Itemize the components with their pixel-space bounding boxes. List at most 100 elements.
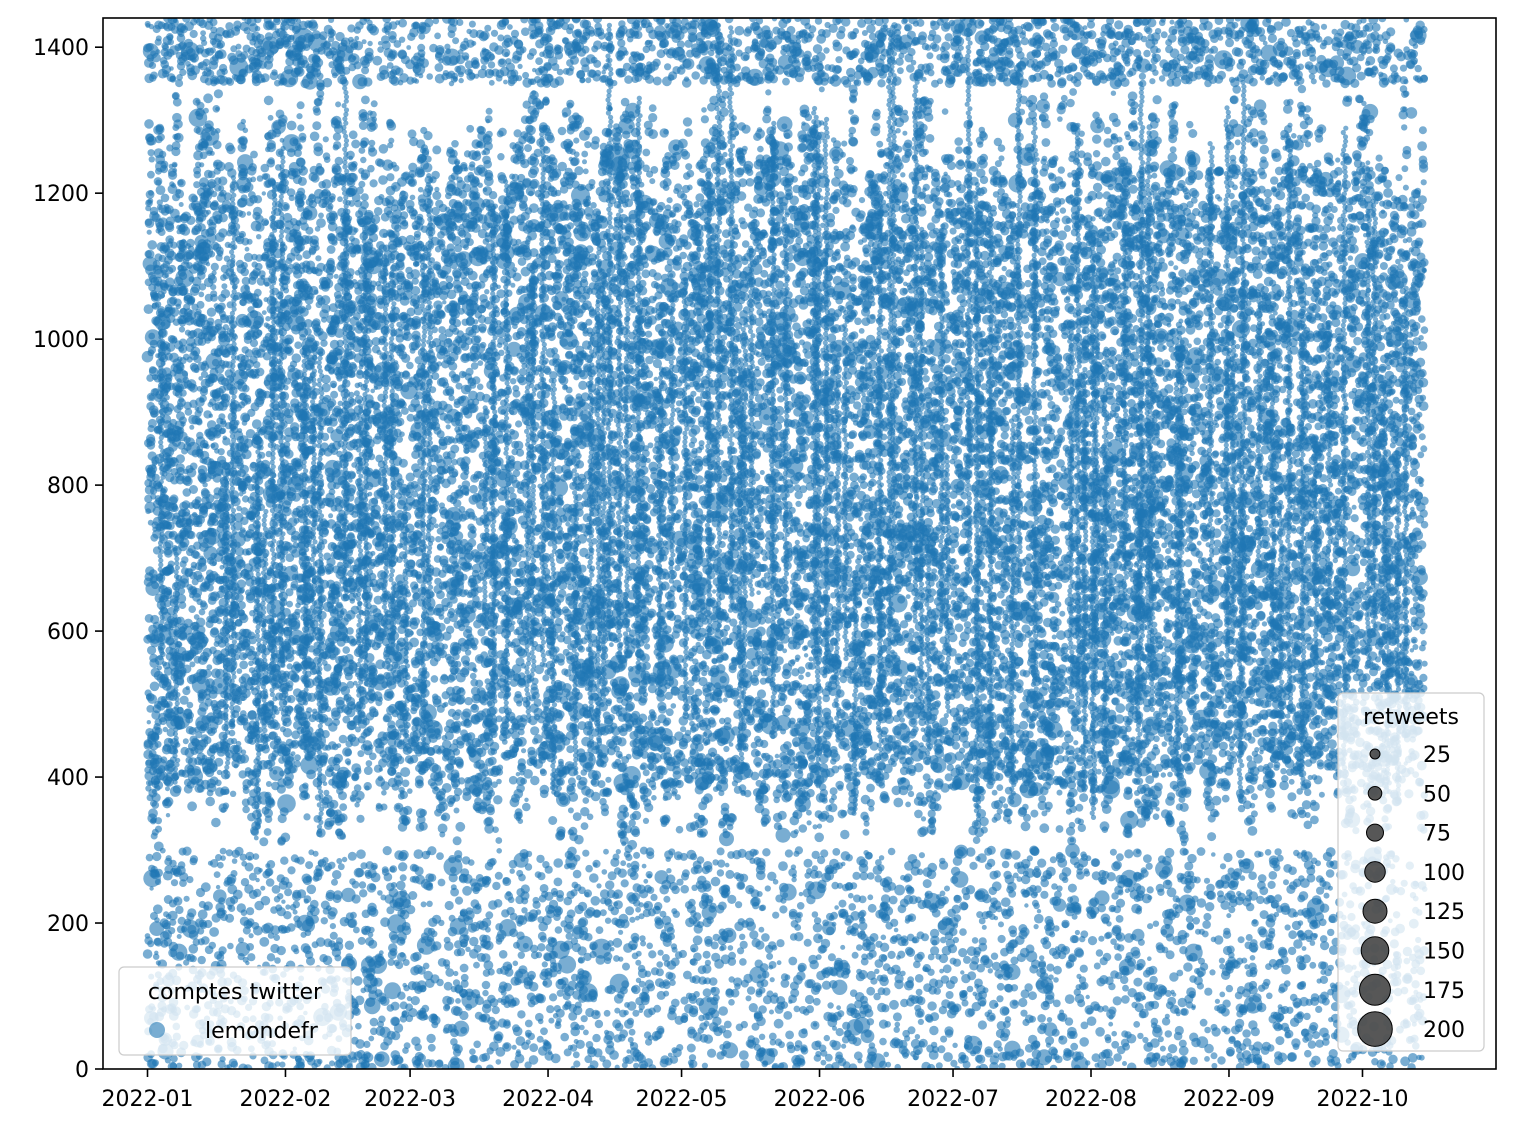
data-point	[144, 119, 154, 129]
data-point	[269, 586, 275, 593]
data-point	[149, 818, 157, 825]
data-point	[211, 270, 217, 276]
data-point	[320, 432, 330, 442]
data-point	[199, 555, 204, 560]
data-point	[172, 753, 178, 759]
data-point	[309, 906, 320, 917]
data-point	[157, 645, 163, 651]
data-point	[261, 644, 267, 650]
data-point	[159, 549, 165, 555]
data-point	[194, 406, 200, 412]
data-point	[175, 79, 184, 88]
data-point	[279, 163, 285, 169]
data-point	[173, 551, 179, 558]
data-point	[154, 740, 162, 748]
data-point	[213, 871, 221, 878]
data-point	[253, 925, 263, 936]
data-point	[270, 591, 276, 597]
data-point	[287, 765, 296, 774]
data-point	[274, 28, 280, 34]
data-point	[176, 616, 185, 625]
data-point	[255, 571, 261, 578]
data-point	[278, 351, 284, 357]
data-point	[246, 211, 252, 216]
data-point	[209, 150, 215, 156]
data-point	[169, 785, 181, 797]
data-point	[305, 519, 312, 525]
data-point	[218, 213, 228, 223]
data-point	[239, 587, 245, 594]
data-point	[155, 185, 166, 196]
data-point	[206, 307, 217, 317]
data-point	[286, 600, 293, 608]
data-point	[253, 288, 262, 297]
data-point	[198, 265, 206, 272]
data-point	[322, 152, 331, 160]
data-point	[271, 240, 277, 246]
data-point	[229, 367, 235, 373]
data-point	[250, 150, 258, 159]
data-point	[247, 855, 252, 861]
data-point	[265, 781, 272, 787]
data-point	[269, 564, 275, 571]
data-point	[293, 948, 300, 955]
data-point	[224, 764, 230, 770]
data-point	[253, 361, 261, 369]
data-point	[206, 762, 215, 771]
data-point	[193, 354, 202, 364]
data-point	[297, 124, 305, 132]
data-point	[311, 394, 317, 400]
data-point	[305, 226, 314, 235]
data-point	[198, 608, 206, 616]
data-point	[159, 165, 169, 174]
data-point	[318, 819, 324, 826]
data-point	[188, 605, 196, 613]
data-point	[168, 927, 176, 935]
data-point	[256, 234, 262, 240]
data-point	[281, 899, 286, 904]
data-point	[239, 464, 249, 474]
data-point	[224, 637, 230, 643]
data-point	[318, 811, 324, 817]
data-point	[165, 813, 171, 818]
data-point	[197, 361, 207, 371]
data-point	[176, 1062, 183, 1069]
data-point	[254, 628, 261, 635]
data-point	[316, 495, 322, 501]
data-point	[173, 748, 179, 755]
data-point	[150, 410, 158, 418]
data-point	[314, 226, 321, 232]
data-point	[145, 264, 156, 276]
data-point	[246, 907, 255, 916]
data-point	[192, 551, 201, 560]
data-point	[269, 71, 279, 81]
data-point	[317, 462, 325, 471]
data-point	[296, 856, 305, 865]
data-point	[174, 700, 180, 707]
data-point	[301, 551, 307, 557]
data-point	[203, 93, 214, 104]
data-point	[302, 402, 308, 408]
data-point	[260, 570, 267, 576]
data-point	[317, 508, 323, 515]
data-point	[148, 366, 157, 374]
data-point	[182, 738, 189, 745]
data-point	[159, 641, 165, 647]
data-point	[310, 591, 316, 598]
data-point	[185, 60, 191, 67]
data-point	[211, 817, 221, 828]
data-point	[258, 451, 266, 459]
data-point	[265, 323, 272, 330]
data-point	[210, 294, 218, 302]
data-point	[217, 448, 225, 456]
data-point	[198, 291, 205, 298]
data-point	[265, 316, 271, 322]
data-point	[146, 705, 155, 713]
data-point	[310, 543, 316, 549]
data-point	[316, 487, 322, 493]
data-point	[259, 837, 269, 847]
data-point	[244, 246, 250, 252]
data-point	[252, 301, 259, 308]
data-point	[158, 557, 164, 564]
data-point	[146, 229, 152, 235]
